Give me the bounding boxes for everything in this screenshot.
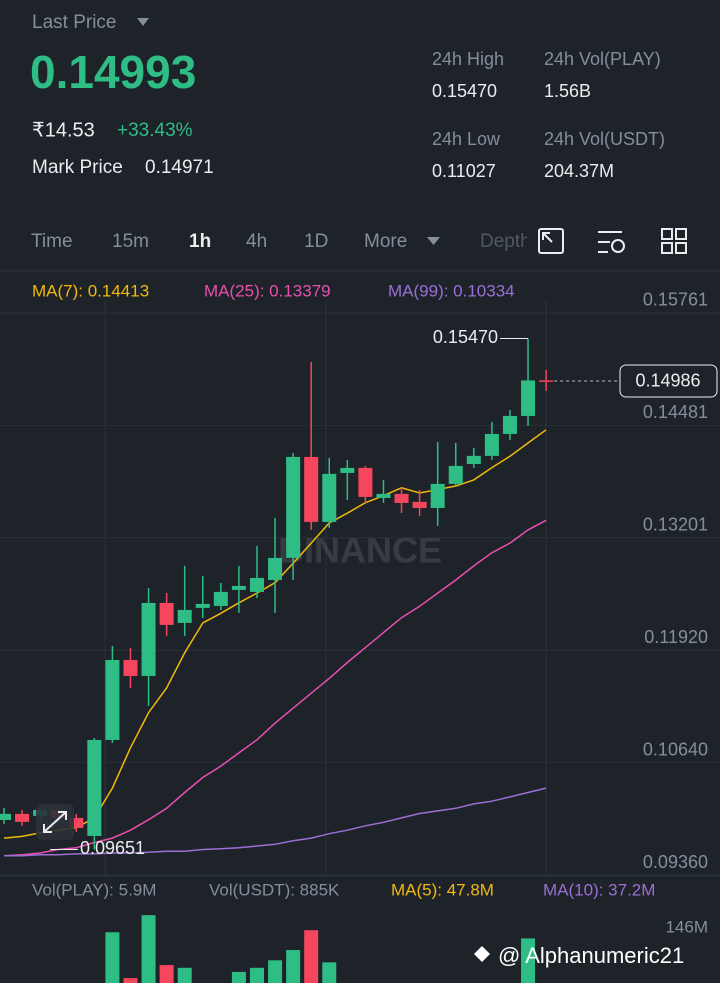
button-icon [43,811,67,833]
y-tick-label: 0.15761 [643,290,708,310]
candle-body [521,380,536,416]
ma-legend: MA(25): 0.13379 [204,281,331,300]
candle-body [0,813,11,820]
volume-plot: 146M [105,915,708,983]
volume-bar [249,967,264,983]
price-change: +33.43% [117,120,193,141]
volume-legend: Vol(USDT): 885K [209,880,340,899]
volume-bar [231,971,246,983]
tab[interactable]: 15m [112,231,149,252]
credit: @ Alphanumeric21 [474,943,684,968]
candle-body [177,609,192,623]
low-label: 0.09651 [80,838,145,858]
y-tick-label: 0.13201 [643,514,708,534]
candle-body [358,467,373,497]
stat-value: 204.37M [544,161,614,181]
volume-legend: Vol(PLAY): 5.9M [32,880,156,899]
fullscreen-icon[interactable] [538,228,564,254]
layout-icon[interactable] [661,228,687,254]
tab[interactable]: More [364,231,407,252]
high-label: 0.15470 [433,327,498,347]
volume-bar [521,938,536,983]
ma-legend: MA(99): 0.10334 [388,281,515,300]
candle-body [430,483,445,508]
candle-body [87,739,102,836]
icon-arrow [542,232,553,243]
candle-body [322,473,337,522]
dropdown-arrow[interactable] [427,237,440,245]
ma-line [4,787,547,857]
credit-logo [474,946,490,962]
stat-label: 24h High [432,49,504,69]
y-tick-label: 0.09360 [643,852,708,872]
candle-body [304,456,319,522]
volume-bar [177,967,192,983]
candle-body [376,493,391,498]
candle-body [69,817,84,828]
volume-bar [304,930,319,983]
candle-body [213,591,228,606]
mark-price: 0.14971 [145,157,214,178]
candle-body [105,659,120,740]
stat-value: 0.15470 [432,81,497,101]
inr-price: ₹14.53 [32,119,95,141]
volume-bar [286,950,301,983]
tab[interactable]: Time [31,231,73,252]
candle-body [502,415,517,434]
volume-bar [159,965,174,983]
vertical-grid [104,300,547,876]
toolbar-icons [538,228,687,254]
ma-legend: MA(7): 0.14413 [32,281,149,300]
candle-body [466,455,481,464]
volume-bar [123,978,138,983]
current-price-label: 0.14986 [635,371,700,391]
dropdown-arrow[interactable] [137,18,149,26]
expand-button[interactable] [36,804,74,840]
tab[interactable]: 4h [246,231,267,252]
candle-body [286,456,301,558]
candle-body [141,602,156,676]
mark-price-label: Mark Price [32,157,123,178]
candle-body [159,602,174,625]
volume-bar [268,960,283,983]
stat-label: 24h Vol(USDT) [544,129,665,149]
y-tick-label: 0.10640 [643,739,708,759]
tab[interactable]: 1D [304,231,328,252]
credit-text: @ Alphanumeric21 [498,943,684,968]
plot: 0.15761 0.14481 0.13201 0.11920 0.10640 0.093… [0,290,720,876]
current-price-box [619,364,718,398]
volume-bar [105,932,120,983]
volume-legend: MA(5): 47.8M [391,880,494,899]
stat-label: 24h Vol(PLAY) [544,49,661,69]
candle-body [539,380,554,382]
candle-body [340,467,355,473]
candle-body [249,577,264,592]
watermark: BINANCE [278,530,442,571]
volume-bar [141,915,156,983]
candle-body [448,465,463,484]
candle-body [268,557,283,580]
candle-body [412,501,427,508]
tab[interactable]: Depth [480,231,531,252]
candle-body [484,433,499,456]
volume-legend: MA(10): 37.2M [543,880,655,899]
stat-value: 0.11027 [432,161,496,181]
settings-icon[interactable] [598,231,625,253]
stat-value: 1.56B [544,81,591,101]
volume-bar [322,962,337,983]
candle-body [231,585,246,590]
y-tick-label: 0.11920 [644,627,708,647]
volume-tick-label: 146M [665,918,708,937]
y-tick-label: 0.14481 [643,402,708,422]
tab-active[interactable]: 1h [189,231,211,252]
last-price: 0.14993 [30,46,196,98]
last-price-label[interactable]: Last Price [32,12,116,33]
candle-body [15,813,30,822]
candle-body [123,659,138,676]
stat-label: 24h Low [432,129,501,149]
candle-body [394,493,409,503]
candle-body [195,603,210,608]
